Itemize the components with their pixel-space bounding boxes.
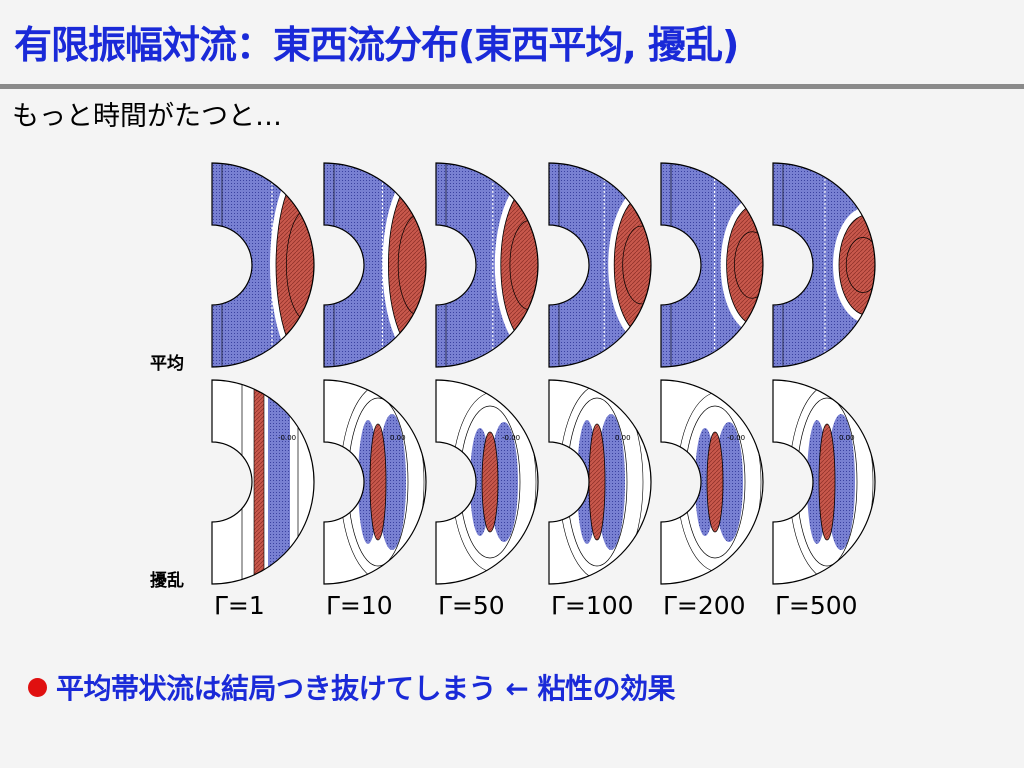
contour-label-1: -0.00 xyxy=(278,434,296,442)
perturbation-panel-1: -0.00 xyxy=(211,379,315,585)
perturbation-panel-2: 0.00 xyxy=(323,379,427,585)
perturbation-panel-6: 0.00 xyxy=(772,379,876,585)
gamma-label-2: Γ=10 xyxy=(326,591,393,620)
title-divider xyxy=(0,84,1024,89)
contour-label-2: 0.00 xyxy=(390,434,406,442)
mean-panel-5 xyxy=(660,162,764,368)
gamma-label-5: Γ=200 xyxy=(663,591,746,620)
mean-panel-6 xyxy=(772,162,876,368)
gamma-label-6: Γ=500 xyxy=(775,591,858,620)
gamma-label-4: Γ=100 xyxy=(551,591,634,620)
gamma-label-1: Γ=1 xyxy=(214,591,265,620)
contour-label-4: 0.00 xyxy=(615,434,631,442)
contour-label-3: -0.00 xyxy=(502,434,520,442)
slide-title: 有限振幅対流：東西流分布(東西平均, 擾乱) xyxy=(14,23,739,67)
contour-label-5: -0.00 xyxy=(727,434,745,442)
contour-label-6: 0.00 xyxy=(839,434,855,442)
row-label-mean: 平均 xyxy=(150,354,184,374)
perturbation-panel-5: -0.00 xyxy=(660,379,764,585)
perturbation-panel-3: -0.00 xyxy=(435,379,539,585)
slide-subtitle: もっと時間がたつと… xyxy=(12,101,282,132)
row-label-perturbation: 擾乱 xyxy=(150,571,184,591)
bullet-dot-icon xyxy=(28,677,47,697)
perturbation-panel-4: 0.00 xyxy=(548,379,652,585)
gamma-label-3: Γ=50 xyxy=(438,591,505,620)
conclusion-text: 平均帯状流は結局つき抜けてしまう ← 粘性の効果 xyxy=(56,672,675,705)
conclusion-bullet: 平均帯状流は結局つき抜けてしまう ← 粘性の効果 xyxy=(28,667,675,707)
